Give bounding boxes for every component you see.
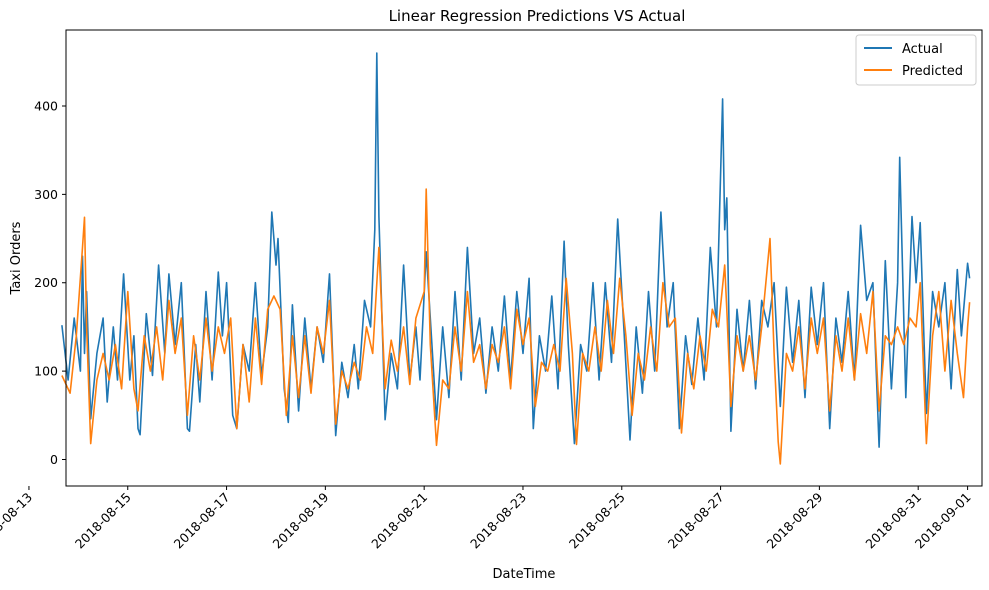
plot-area [61, 52, 971, 465]
y-tick-label: 400 [34, 99, 58, 114]
legend-predicted-label: Predicted [902, 64, 963, 79]
y-axis-label: Taxi Orders [9, 221, 24, 295]
x-axis: 2018-08-13 2018-08-15 2018-08-17 2018-08-19… [0, 486, 974, 551]
y-tick-label: 100 [34, 364, 58, 379]
y-tick-label: 300 [34, 187, 58, 202]
x-tick-label: 2018-08-19 [270, 489, 332, 551]
x-tick-label: 2018-08-13 [0, 490, 35, 552]
axes-frame [65, 29, 983, 487]
x-tick-label: 2018-08-25 [566, 490, 628, 552]
x-tick-label: 2018-08-23 [467, 490, 529, 552]
x-tick-label: 2018-08-15 [72, 490, 134, 552]
x-tick-label: 2018-08-29 [764, 489, 826, 551]
x-tick-label: 2018-08-27 [665, 490, 727, 552]
x-tick-label: 2018-08-17 [171, 490, 233, 552]
y-tick-label: 200 [34, 275, 58, 290]
series-line-predicted [61, 188, 971, 465]
y-tick-label: 0 [50, 452, 58, 467]
x-tick-label: 2018-08-21 [368, 490, 430, 552]
x-axis-label: DateTime [493, 567, 556, 582]
series-line-actual [61, 52, 971, 448]
y-axis: 0 100 200 300 400 [34, 99, 66, 467]
chart-title: Linear Regression Predictions VS Actual [389, 7, 686, 25]
legend: Actual Predicted [855, 34, 977, 86]
legend-actual-label: Actual [902, 42, 943, 57]
